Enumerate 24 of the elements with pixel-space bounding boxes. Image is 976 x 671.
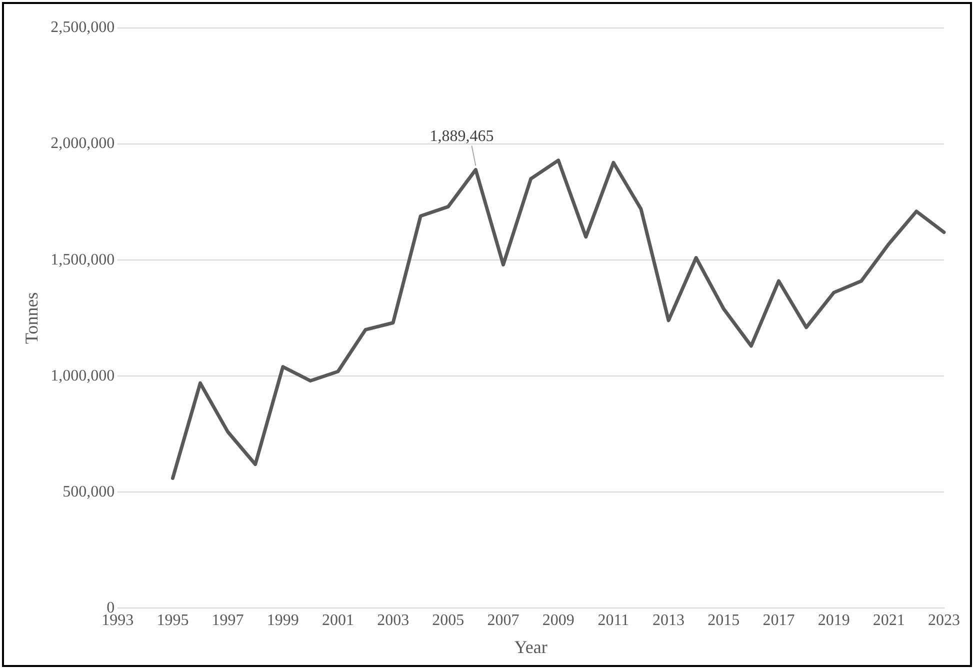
y-tick-label: 1,500,000 [50, 251, 115, 268]
x-tick-label: 2023 [928, 612, 960, 630]
y-tick-label: 2,500,000 [50, 19, 115, 36]
y-axis-title: Tonnes [22, 292, 42, 344]
x-tick-label: 1995 [156, 612, 189, 630]
x-tick-label: 2005 [432, 612, 464, 630]
x-tick-label: 2009 [542, 612, 574, 630]
x-tick-label: 2007 [487, 612, 520, 630]
x-tick-label: 2015 [708, 612, 740, 630]
x-tick-label: 1997 [212, 612, 244, 630]
x-tick-label: 2003 [377, 612, 410, 630]
y-tick-label: 1,000,000 [50, 367, 115, 384]
x-tick-label: 2011 [598, 612, 630, 630]
x-tick-label: 2001 [322, 612, 354, 630]
x-tick-label: 2019 [818, 612, 850, 630]
annotation: 1,889,465 [430, 128, 494, 145]
x-tick-label: 1993 [102, 612, 134, 630]
y-tick-label: 500,000 [62, 483, 115, 500]
y-tick-label: 2,000,000 [50, 135, 115, 152]
x-tick-label: 2013 [652, 612, 685, 630]
x-axis-title: Year [514, 636, 548, 657]
x-tick-label: 1999 [266, 612, 299, 630]
x-tick-label: 2021 [872, 612, 905, 630]
x-tick-label: 2017 [762, 612, 795, 630]
